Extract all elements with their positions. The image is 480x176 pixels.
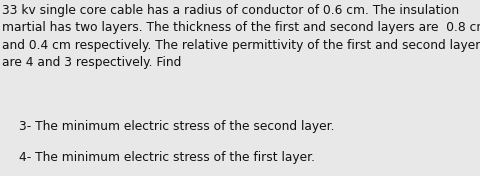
Text: 4- The minimum electric stress of the first layer.: 4- The minimum electric stress of the fi…	[19, 151, 315, 164]
Text: 3- The minimum electric stress of the second layer.: 3- The minimum electric stress of the se…	[19, 120, 335, 133]
Text: 33 kv single core cable has a radius of conductor of 0.6 cm. The insulation
mart: 33 kv single core cable has a radius of …	[2, 4, 480, 69]
